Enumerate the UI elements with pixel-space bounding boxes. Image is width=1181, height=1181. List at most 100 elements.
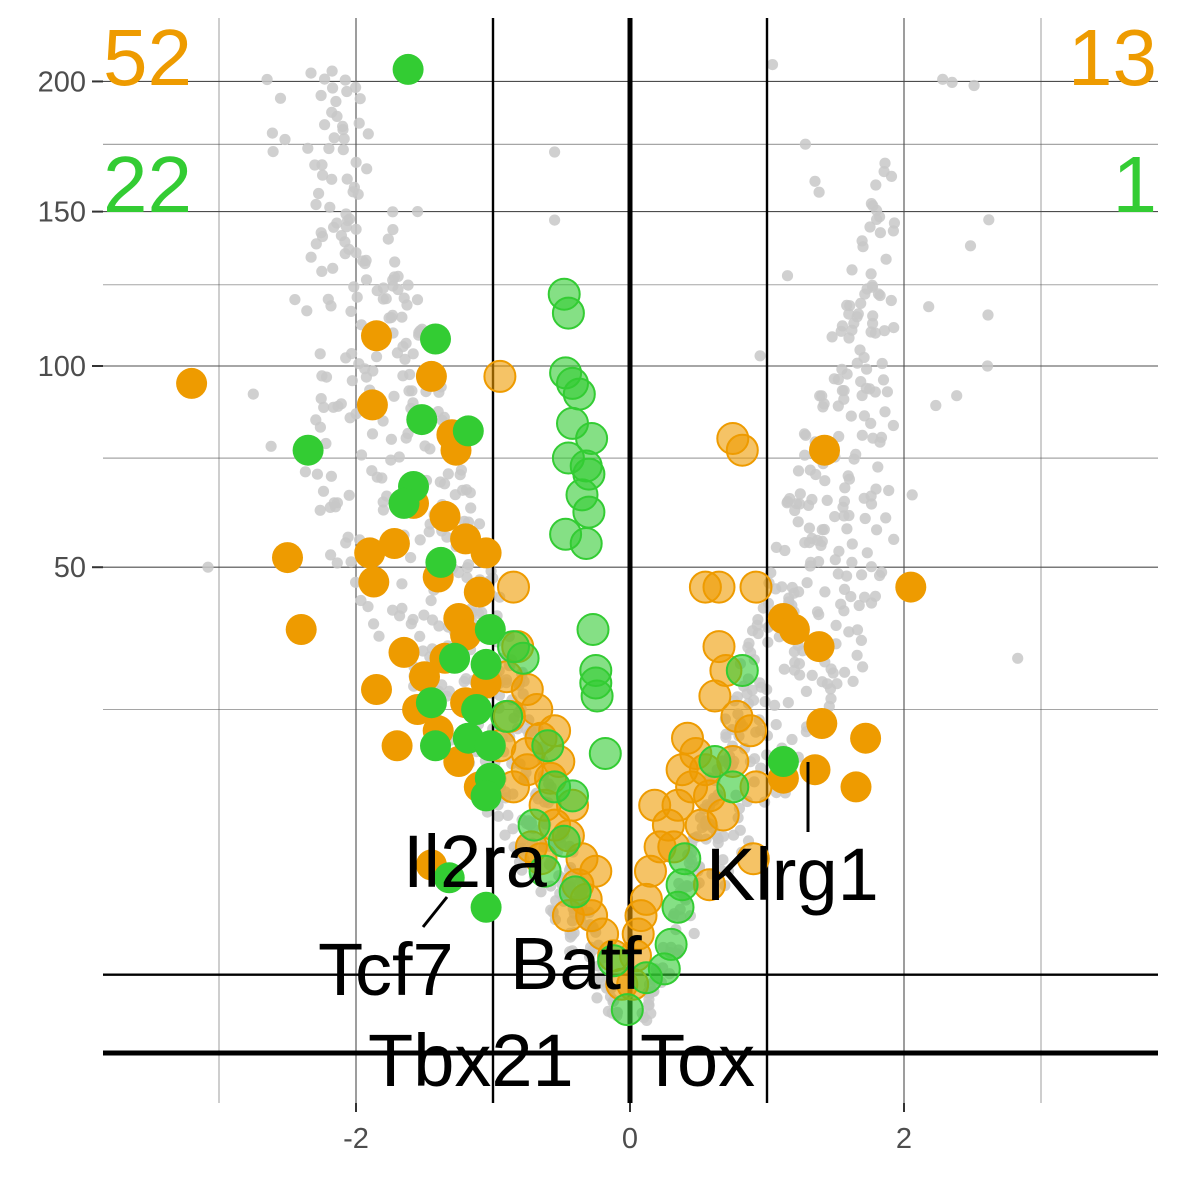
- background-point: [981, 360, 994, 372]
- background-point: [964, 240, 977, 252]
- green-point: [668, 842, 702, 876]
- orange-point: [895, 571, 927, 603]
- background-point: [341, 85, 353, 98]
- orange-point: [358, 566, 390, 598]
- gene-labels: Il2ra Tcf7 Batf Tbx21 Tox Klrg1: [318, 820, 879, 1102]
- background-point: [821, 678, 833, 690]
- orange-point: [443, 746, 475, 777]
- background-point: [326, 65, 338, 77]
- background-point: [861, 547, 873, 559]
- green-point: [506, 641, 540, 675]
- orange-point: [806, 708, 838, 739]
- background-point: [473, 518, 486, 530]
- background-point: [870, 179, 882, 191]
- orange-point: [470, 537, 502, 569]
- background-point: [397, 370, 409, 382]
- green-point: [392, 53, 424, 85]
- background-point: [806, 669, 818, 682]
- green-point: [490, 699, 524, 733]
- green-point: [470, 891, 502, 923]
- green-point: [470, 648, 502, 680]
- background-point: [499, 829, 511, 841]
- background-point: [819, 586, 831, 598]
- background-point: [811, 606, 824, 618]
- background-point: [878, 325, 891, 337]
- background-point: [473, 607, 485, 620]
- background-point: [802, 499, 815, 511]
- background-point: [449, 489, 461, 501]
- orange-point: [429, 500, 461, 532]
- background-point: [419, 440, 431, 452]
- background-point: [340, 208, 352, 220]
- background-point: [751, 619, 763, 632]
- background-point: [798, 428, 811, 440]
- background-point: [879, 157, 891, 169]
- background-point: [322, 293, 334, 305]
- background-point: [357, 255, 369, 267]
- background-point: [314, 421, 326, 433]
- green-point: [698, 745, 732, 778]
- background-point: [316, 370, 328, 382]
- background-point: [717, 854, 729, 866]
- background-point: [860, 382, 872, 394]
- background-point: [856, 429, 868, 441]
- background-point: [377, 282, 389, 294]
- background-point: [441, 531, 453, 543]
- y-tick-label: 50: [54, 552, 86, 584]
- orange-point: [809, 434, 840, 466]
- background-point: [848, 453, 860, 465]
- background-point: [337, 120, 349, 132]
- background-point: [326, 173, 338, 185]
- green-point: [528, 854, 562, 888]
- background-point: [828, 373, 840, 385]
- green-point: [767, 746, 799, 777]
- background-point: [839, 666, 851, 678]
- orange-point: [409, 661, 440, 693]
- background-point: [352, 188, 364, 200]
- background-point: [387, 206, 399, 218]
- background-point: [274, 92, 287, 104]
- background-point: [829, 510, 841, 523]
- background-point: [874, 289, 886, 302]
- background-point: [328, 497, 340, 509]
- background-point: [366, 465, 378, 477]
- background-point: [881, 386, 894, 398]
- orange-point: [736, 842, 770, 876]
- background-point: [813, 186, 825, 198]
- orange-point: [739, 570, 773, 604]
- background-point: [387, 604, 399, 616]
- background-point: [851, 649, 863, 661]
- gene-label-batf: Batf: [510, 922, 642, 1005]
- background-point: [857, 661, 869, 673]
- background-point: [279, 133, 291, 146]
- background-point: [793, 658, 806, 670]
- background-point: [951, 390, 963, 402]
- background-point: [323, 142, 335, 155]
- green-point: [452, 415, 484, 447]
- green-point: [558, 875, 592, 909]
- orange-point: [778, 614, 810, 645]
- background-point: [878, 166, 890, 178]
- background-point: [766, 59, 779, 71]
- background-point: [784, 493, 796, 505]
- background-point: [266, 127, 278, 139]
- background-point: [839, 482, 851, 494]
- green-point: [654, 927, 688, 961]
- gene-label-tox: Tox: [640, 1019, 755, 1102]
- background-point: [343, 489, 355, 501]
- background-point: [414, 630, 426, 643]
- background-point: [317, 485, 330, 497]
- background-point: [778, 663, 790, 675]
- background-point: [847, 675, 859, 688]
- gene-label-tbx21: Tbx21: [368, 1019, 574, 1102]
- background-point: [830, 619, 842, 632]
- background-point: [832, 400, 844, 412]
- background-point: [876, 566, 888, 578]
- orange-point: [463, 576, 495, 608]
- green-point: [588, 737, 622, 770]
- background-point: [337, 144, 349, 156]
- orange-point: [497, 570, 530, 604]
- background-point: [590, 978, 603, 991]
- orange-point: [378, 528, 410, 559]
- orange-point: [361, 320, 392, 352]
